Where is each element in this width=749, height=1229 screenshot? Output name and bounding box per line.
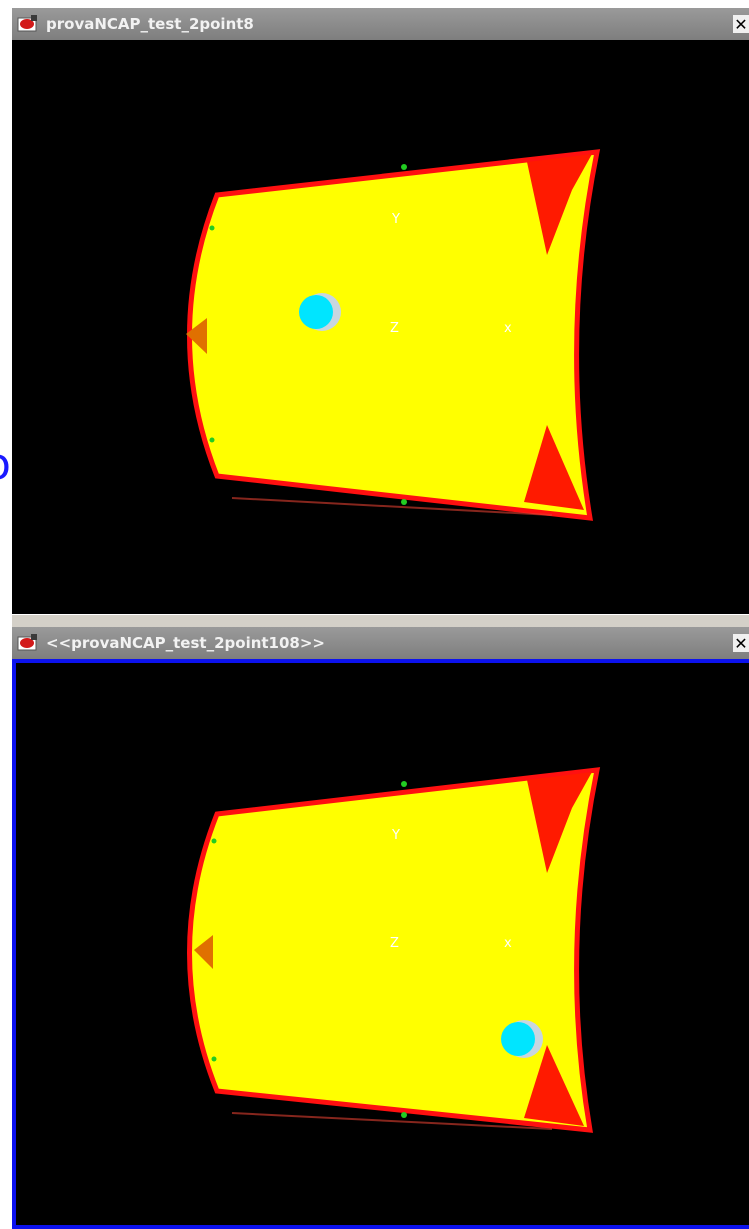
app-icon <box>17 15 37 32</box>
app-icon <box>17 634 37 651</box>
close-icon: ✕ <box>734 633 748 653</box>
node-point <box>401 1112 407 1118</box>
viewer-window-2[interactable]: <<provaNCAP_test_2point108>> ✕ Y Z x <box>12 627 749 1229</box>
close-button[interactable]: ✕ <box>733 14 749 34</box>
node-point <box>401 781 407 787</box>
close-icon: ✕ <box>734 14 748 34</box>
red-corner-bottom <box>524 425 584 510</box>
orange-marker <box>194 935 213 969</box>
impactor <box>299 293 341 331</box>
node-point <box>209 225 215 231</box>
axis-label-y: Y <box>391 212 400 227</box>
hood-edge-highlight <box>231 497 553 516</box>
background-link-fragment: o <box>0 430 12 500</box>
hood-edge-highlight <box>231 1112 553 1130</box>
node-point <box>211 1056 217 1062</box>
red-corner-top <box>527 154 592 255</box>
hood-scene: Y Z x <box>186 149 601 521</box>
viewer-window-1[interactable]: provaNCAP_test_2point8 ✕ Y Z x <box>12 8 749 614</box>
render-viewport-active[interactable]: Y Z x <box>12 659 749 1229</box>
node-point <box>401 164 407 170</box>
window-titlebar[interactable]: <<provaNCAP_test_2point108>> ✕ <box>12 627 749 659</box>
axis-label-z: Z <box>390 936 399 951</box>
close-button[interactable]: ✕ <box>733 633 749 653</box>
window-title: <<provaNCAP_test_2point108>> <box>46 634 326 652</box>
hood-scene: Y Z x <box>187 767 601 1133</box>
axis-label-y: Y <box>391 828 400 843</box>
window-title: provaNCAP_test_2point8 <box>46 15 254 33</box>
axis-label-z: Z <box>390 321 399 336</box>
node-point <box>209 437 215 443</box>
window-splitter[interactable] <box>12 614 749 627</box>
impactor <box>501 1020 543 1058</box>
render-viewport[interactable]: Y Z x <box>12 40 749 614</box>
hood-surface <box>187 767 601 1133</box>
orange-marker <box>186 318 207 354</box>
red-corner-bottom <box>524 1045 584 1126</box>
axis-label-x: x <box>504 936 512 951</box>
hood-surface <box>187 149 601 521</box>
node-point <box>401 499 407 505</box>
red-corner-top <box>527 772 592 873</box>
node-point <box>211 838 217 844</box>
window-titlebar[interactable]: provaNCAP_test_2point8 ✕ <box>12 8 749 40</box>
axis-label-x: x <box>504 321 512 336</box>
